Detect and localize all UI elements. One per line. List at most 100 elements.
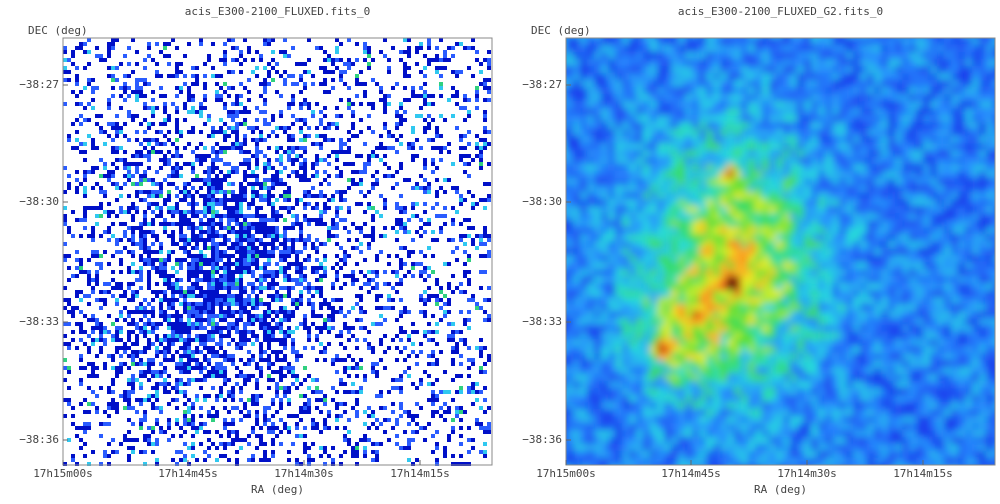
- pixel: [881, 59, 889, 67]
- pixel: [195, 314, 199, 318]
- pixel: [147, 426, 151, 430]
- pixel: [303, 178, 307, 182]
- pixel: [155, 138, 159, 142]
- pixel: [287, 238, 291, 242]
- pixel: [127, 286, 131, 290]
- pixel: [207, 226, 211, 230]
- pixel: [95, 374, 99, 378]
- pixel: [748, 52, 756, 60]
- pixel: [135, 322, 139, 326]
- pixel: [163, 202, 167, 206]
- pixel: [175, 154, 179, 158]
- pixel: [259, 282, 263, 286]
- pixel: [79, 114, 83, 118]
- pixel: [271, 182, 275, 186]
- pixel: [587, 45, 595, 53]
- pixel: [207, 278, 211, 282]
- pixel: [251, 242, 255, 246]
- pixel: [958, 66, 966, 74]
- pixel: [685, 122, 693, 130]
- pixel: [139, 310, 143, 314]
- pixel: [327, 230, 331, 234]
- pixel: [944, 38, 952, 39]
- pixel: [331, 298, 335, 302]
- pixel: [287, 390, 291, 394]
- pixel: [243, 122, 247, 126]
- pixel: [191, 350, 195, 354]
- pixel: [291, 314, 295, 318]
- pixel: [351, 270, 355, 274]
- pixel: [139, 182, 143, 186]
- pixel: [650, 87, 658, 95]
- pixel: [671, 108, 679, 116]
- pixel: [187, 334, 191, 338]
- pixel: [411, 262, 415, 266]
- pixel: [107, 442, 111, 446]
- pixel: [331, 266, 335, 270]
- pixel: [776, 80, 784, 88]
- pixel: [783, 122, 791, 130]
- pixel: [131, 214, 135, 218]
- pixel: [271, 334, 275, 338]
- pixel: [247, 174, 251, 178]
- pixel: [131, 114, 135, 118]
- pixel: [219, 298, 223, 302]
- pixel: [419, 146, 423, 150]
- pixel: [615, 45, 623, 53]
- pixel: [888, 38, 896, 46]
- pixel: [255, 302, 259, 306]
- pixel: [846, 45, 854, 53]
- pixel: [467, 270, 471, 274]
- pixel: [271, 310, 275, 314]
- pixel: [143, 222, 147, 226]
- pixel: [319, 342, 323, 346]
- pixel: [455, 90, 459, 94]
- pixel: [127, 94, 131, 98]
- pixel: [71, 310, 75, 314]
- pixel: [127, 74, 131, 78]
- pixel: [383, 174, 387, 178]
- pixel: [183, 102, 187, 106]
- pixel: [247, 234, 251, 238]
- pixel: [727, 66, 735, 74]
- pixel: [435, 462, 439, 466]
- pixel: [199, 442, 203, 446]
- pixel: [692, 94, 700, 102]
- pixel: [678, 101, 686, 109]
- pixel: [207, 414, 211, 418]
- pixel: [115, 78, 119, 82]
- pixel: [199, 414, 203, 418]
- pixel: [839, 101, 847, 109]
- pixel: [255, 422, 259, 426]
- pixel: [451, 358, 455, 362]
- pixel: [163, 198, 167, 202]
- pixel: [63, 102, 67, 106]
- pixel: [566, 122, 567, 130]
- pixel: [930, 38, 938, 39]
- pixel: [223, 178, 227, 182]
- pixel: [275, 426, 279, 430]
- pixel: [471, 242, 475, 246]
- pixel: [283, 218, 287, 222]
- pixel: [594, 80, 602, 88]
- pixel: [223, 406, 227, 410]
- pixel: [622, 80, 630, 88]
- pixel: [203, 154, 207, 158]
- pixel: [692, 45, 700, 53]
- pixel: [427, 266, 431, 270]
- pixel: [67, 398, 71, 402]
- pixel: [159, 298, 163, 302]
- pixel: [83, 170, 87, 174]
- pixel: [375, 458, 379, 462]
- pixel: [275, 90, 279, 94]
- pixel: [395, 82, 399, 86]
- pixel: [411, 146, 415, 150]
- pixel: [439, 306, 443, 310]
- pixel: [643, 45, 651, 53]
- pixel: [247, 214, 251, 218]
- pixel: [343, 410, 347, 414]
- pixel: [211, 214, 215, 218]
- pixel: [853, 73, 861, 81]
- pixel: [123, 90, 127, 94]
- pixel: [207, 230, 211, 234]
